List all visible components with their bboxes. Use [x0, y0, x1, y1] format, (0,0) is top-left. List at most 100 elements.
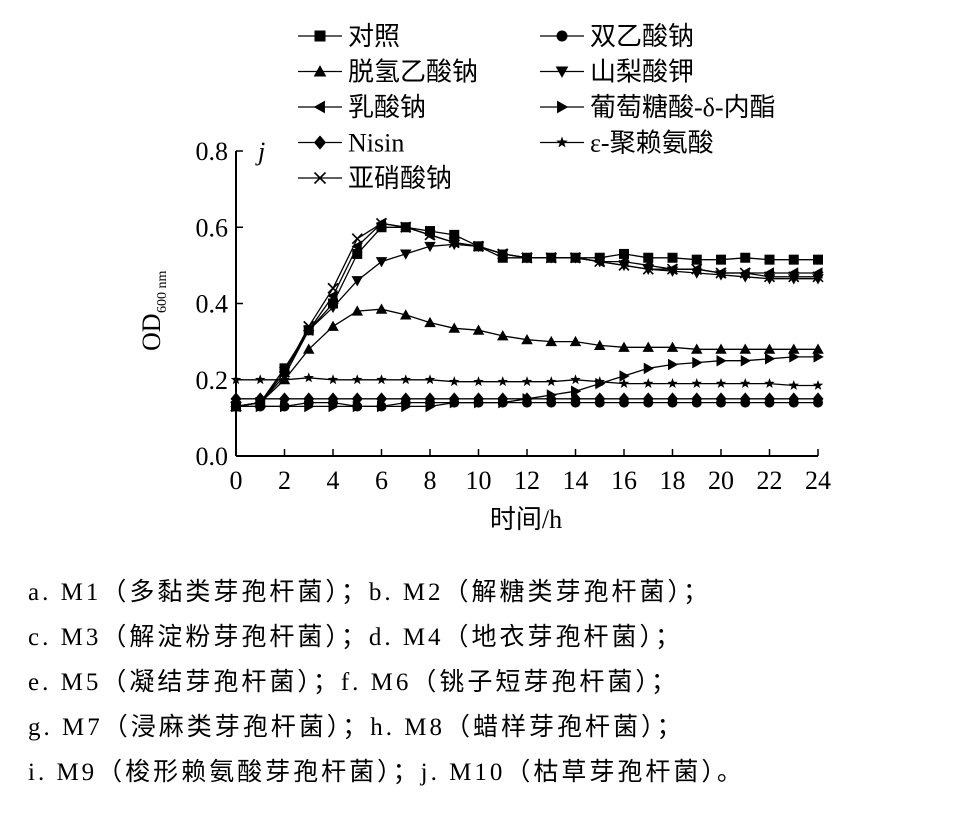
- data-point-triangle-down: [424, 241, 436, 253]
- data-point-square: [813, 254, 823, 265]
- data-point-square: [740, 252, 751, 263]
- data-point-triangle-right: [692, 356, 703, 369]
- x-tick-label: 20: [708, 466, 734, 495]
- data-point-diamond: [764, 392, 775, 406]
- data-point-star: [449, 376, 460, 387]
- data-point-triangle-up: [351, 305, 363, 316]
- series-x: [230, 217, 824, 413]
- data-point-diamond: [642, 392, 654, 406]
- legend-item-triangle-right: 葡萄糖酸-δ-内酯: [540, 93, 776, 122]
- caption-line-5: i. M9（梭形赖氨酸芽孢杆菌）；j. M10（枯草芽孢杆菌）。: [28, 759, 745, 786]
- data-point-triangle-right: [813, 351, 824, 363]
- legend-item-triangle-left: 乳酸钠: [298, 93, 426, 122]
- data-point-x: [303, 320, 315, 332]
- y-axis-label: OD 600 nm: [137, 271, 170, 352]
- data-point-x: [618, 259, 630, 271]
- data-point-square: [764, 254, 775, 265]
- data-point-triangle-right: [619, 370, 630, 382]
- legend-item-star: ε-聚赖氨酸: [540, 129, 714, 158]
- data-point-square: [449, 229, 460, 240]
- data-point-star: [497, 376, 508, 387]
- series-layer: [230, 217, 824, 413]
- legend-marker-triangle-down: [555, 66, 569, 78]
- data-point-triangle-up: [618, 341, 630, 352]
- data-point-star: [812, 379, 824, 390]
- caption-line-3: e. M5（凝结芽孢杆菌）；f. M6（铫子短芽孢杆菌）；: [28, 669, 679, 696]
- data-point-star: [473, 376, 484, 387]
- x-axis-label: 时间/h: [490, 505, 562, 534]
- data-point-triangle-right: [643, 362, 654, 375]
- data-point-diamond: [351, 392, 363, 406]
- od-growth-chart: 0 2 4 6 8 10 12 14 16 18 20 22 240.00.20.40.60.8 对照双…: [137, 22, 831, 534]
- data-point-triangle-right: [668, 358, 679, 371]
- y-tick-label: 0.2: [196, 366, 229, 395]
- data-point-diamond: [667, 392, 678, 406]
- data-point-triangle-up: [569, 335, 582, 347]
- legend-label: 亚硝酸钠: [348, 164, 452, 193]
- data-point-square: [425, 226, 435, 237]
- y-tick-label: 0.8: [196, 137, 229, 166]
- series-line-triangle-up: [235, 308, 818, 408]
- data-point-star: [546, 376, 557, 387]
- data-point-diamond: [521, 392, 533, 406]
- data-point-diamond: [279, 392, 290, 406]
- data-point-x: [400, 221, 412, 233]
- data-point-star: [764, 378, 775, 389]
- data-point-triangle-up: [448, 322, 460, 333]
- data-point-square: [279, 363, 290, 374]
- data-point-diamond: [812, 392, 824, 406]
- data-point-triangle-up: [375, 303, 388, 314]
- data-point-diamond: [254, 392, 266, 406]
- data-point-triangle-right: [401, 400, 412, 413]
- data-point-triangle-up: [666, 341, 679, 352]
- x-tick-label: 12: [514, 466, 540, 495]
- data-point-diamond: [739, 392, 751, 406]
- data-point-x: [351, 233, 363, 245]
- x-tick-label: 18: [660, 466, 686, 495]
- data-point-star: [618, 378, 630, 389]
- x-tick-label: 4: [327, 466, 340, 495]
- data-point-triangle-up: [424, 316, 436, 328]
- x-tick-label: 8: [424, 466, 437, 495]
- data-point-diamond: [545, 392, 557, 406]
- y-tick-label: 0.4: [196, 290, 229, 319]
- data-point-triangle-down: [327, 302, 339, 314]
- y-axis-label-main: OD: [137, 313, 166, 351]
- data-point-triangle-up: [497, 330, 509, 341]
- data-point-x: [715, 267, 727, 279]
- data-point-triangle-down: [400, 249, 412, 260]
- data-point-x: [642, 263, 654, 275]
- data-point-triangle-up: [642, 341, 654, 352]
- data-point-star: [788, 379, 799, 390]
- legend-label: 脱氢乙酸钠: [348, 58, 478, 87]
- data-point-x: [666, 263, 679, 275]
- caption-line-2: c. M3（解淀粉芽孢杆菌）；d. M4（地衣芽孢杆菌）；: [28, 624, 684, 651]
- data-point-x: [521, 252, 533, 264]
- data-point-triangle-up: [812, 343, 824, 354]
- data-point-star: [230, 374, 242, 385]
- legend-label: 乳酸钠: [348, 93, 426, 122]
- data-point-triangle-up: [327, 320, 339, 331]
- legend-label: 双乙酸钠: [590, 22, 694, 51]
- legend-marker-triangle-left: [313, 100, 325, 114]
- x-tick-label: 6: [375, 466, 388, 495]
- legend-item-diamond: Nisin: [298, 129, 404, 158]
- data-point-triangle-down: [351, 276, 363, 287]
- data-point-star: [376, 374, 387, 385]
- x-tick-label: 2: [278, 466, 291, 495]
- data-point-diamond: [497, 392, 509, 406]
- data-point-triangle-up: [739, 343, 751, 354]
- data-point-star: [570, 374, 581, 385]
- x-tick-label: 16: [611, 466, 637, 495]
- legend-item-triangle-up: 脱氢乙酸钠: [298, 58, 478, 87]
- data-point-square: [643, 252, 654, 263]
- data-point-square: [619, 248, 629, 259]
- data-point-x: [545, 252, 557, 264]
- data-point-square: [352, 248, 363, 259]
- panel-label: j: [255, 137, 265, 166]
- legend-marker-star: [556, 136, 568, 148]
- data-point-x: [763, 271, 776, 283]
- figure-caption: a. M1（多黏类芽孢杆菌）；b. M2（解糖类芽孢杆菌）； c. M3（解淀粉…: [28, 570, 953, 795]
- y-axis-label-sub: 600 nm: [155, 271, 170, 314]
